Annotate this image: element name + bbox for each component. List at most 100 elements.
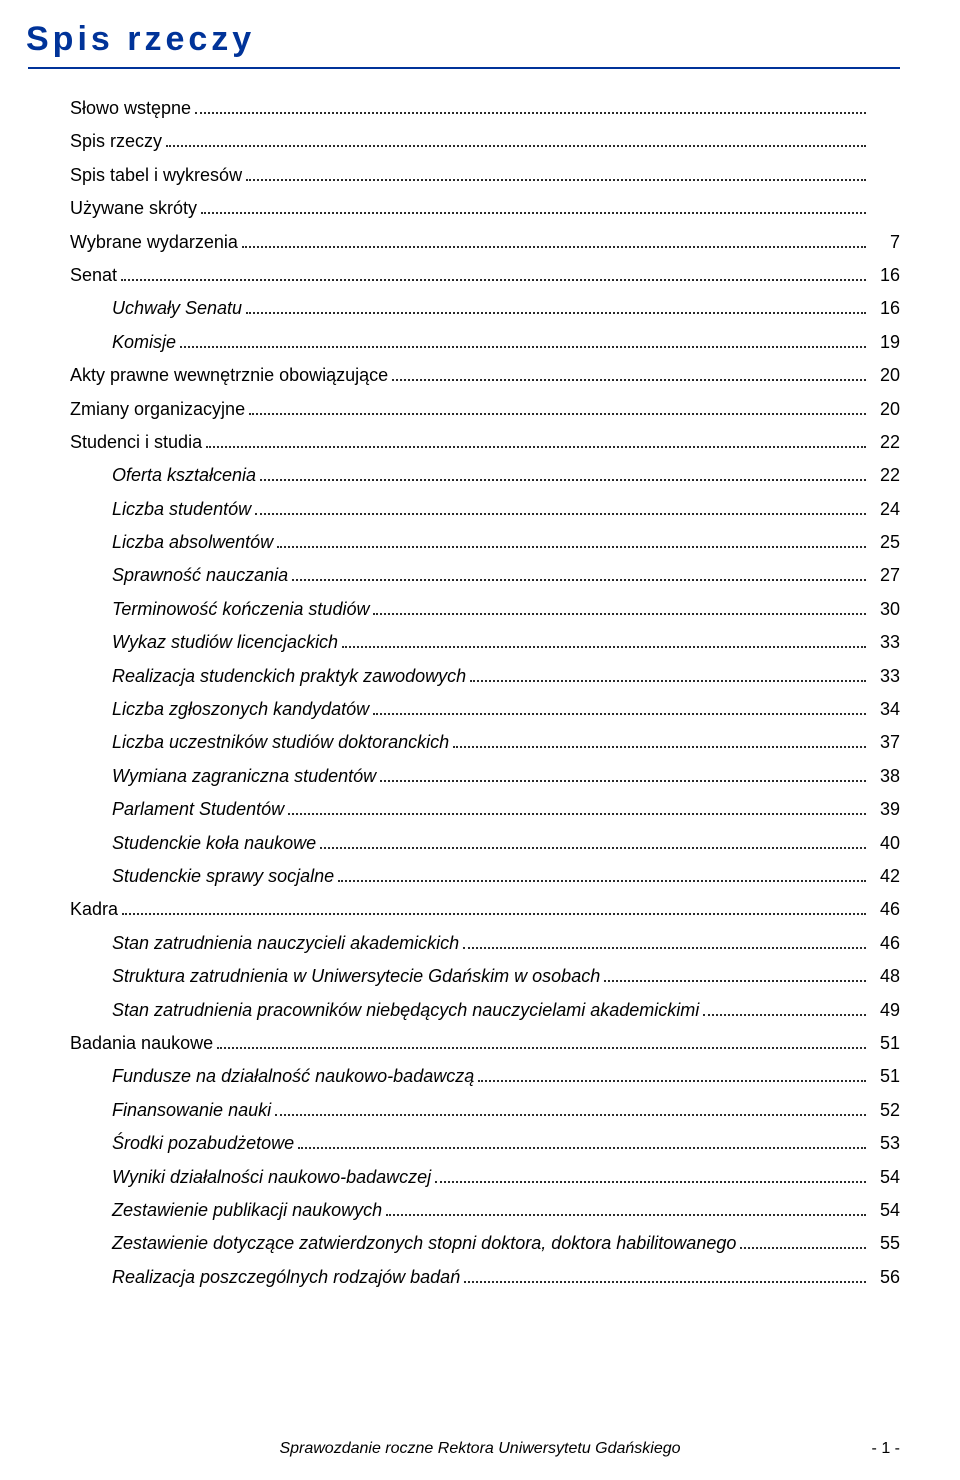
- toc-leader-dots: [246, 165, 866, 181]
- toc-page: 19: [870, 331, 900, 354]
- toc-page: 48: [870, 965, 900, 988]
- toc-page: 39: [870, 798, 900, 821]
- toc-leader-dots: [260, 465, 866, 481]
- toc-leader-dots: [277, 532, 866, 548]
- toc-leader-dots: [249, 398, 866, 414]
- toc-label: Wymiana zagraniczna studentów: [112, 765, 376, 788]
- toc-page: 49: [870, 999, 900, 1022]
- toc-label: Komisje: [112, 331, 176, 354]
- toc-label: Słowo wstępne: [70, 97, 191, 120]
- toc-row: Realizacja studenckich praktyk zawodowyc…: [70, 665, 900, 688]
- toc-leader-dots: [201, 198, 866, 214]
- toc-leader-dots: [217, 1033, 866, 1049]
- toc-row: Zestawienie publikacji naukowych54: [70, 1199, 900, 1222]
- toc-row: Liczba absolwentów 25: [70, 531, 900, 554]
- toc-page: 7: [870, 231, 900, 254]
- toc-label: Realizacja poszczególnych rodzajów badań: [112, 1266, 460, 1289]
- toc-label: Uchwały Senatu: [112, 297, 242, 320]
- toc-page: 40: [870, 832, 900, 855]
- footer-page-number: - 1 -: [872, 1440, 900, 1458]
- toc-row: Oferta kształcenia22: [70, 464, 900, 487]
- toc-label: Wyniki działalności naukowo-badawczej: [112, 1166, 431, 1189]
- toc-page: 20: [870, 364, 900, 387]
- toc-label: Struktura zatrudnienia w Uniwersytecie G…: [112, 965, 600, 988]
- toc-label: Finansowanie nauki: [112, 1099, 271, 1122]
- toc-row: Zmiany organizacyjne20: [70, 398, 900, 421]
- footer: Sprawozdanie roczne Rektora Uniwersytetu…: [0, 1440, 960, 1458]
- toc-row: Stan zatrudnienia nauczycieli akademicki…: [70, 932, 900, 955]
- toc-row: Spis tabel i wykresów: [70, 164, 900, 187]
- toc-leader-dots: [166, 131, 866, 147]
- toc-leader-dots: [464, 1266, 866, 1282]
- toc-row: Spis rzeczy: [70, 130, 900, 153]
- toc-leader-dots: [435, 1166, 866, 1182]
- toc-label: Środki pozabudżetowe: [112, 1132, 294, 1155]
- toc-leader-dots: [373, 699, 866, 715]
- toc-label: Liczba studentów: [112, 498, 251, 521]
- toc-leader-dots: [242, 231, 866, 247]
- toc-page: 46: [870, 932, 900, 955]
- toc-leader-dots: [292, 565, 866, 581]
- toc-row: Fundusze na działalność naukowo-badawczą…: [70, 1065, 900, 1088]
- toc-label: Liczba uczestników studiów doktoranckich: [112, 731, 449, 754]
- toc-row: Słowo wstępne: [70, 97, 900, 120]
- toc-leader-dots: [288, 799, 866, 815]
- toc-label: Oferta kształcenia: [112, 464, 256, 487]
- toc-row: Liczba studentów 24: [70, 498, 900, 521]
- toc-leader-dots: [703, 999, 866, 1015]
- toc-page: 53: [870, 1132, 900, 1155]
- toc-row: Parlament Studentów 39: [70, 798, 900, 821]
- toc-page: 34: [870, 698, 900, 721]
- toc-page: 51: [870, 1032, 900, 1055]
- toc-leader-dots: [255, 499, 866, 515]
- toc-leader-dots: [298, 1133, 866, 1149]
- toc-label: Używane skróty: [70, 197, 197, 220]
- toc-row: Zestawienie dotyczące zatwierdzonych sto…: [70, 1232, 900, 1255]
- toc-row: Stan zatrudnienia pracowników niebędącyc…: [70, 999, 900, 1022]
- toc-row: Realizacja poszczególnych rodzajów badań…: [70, 1266, 900, 1289]
- toc-page: 30: [870, 598, 900, 621]
- toc-page: 54: [870, 1199, 900, 1222]
- toc-label: Terminowość kończenia studiów: [112, 598, 369, 621]
- toc-row: Używane skróty: [70, 197, 900, 220]
- toc-label: Fundusze na działalność naukowo-badawczą: [112, 1065, 474, 1088]
- toc-page: 33: [870, 665, 900, 688]
- toc-leader-dots: [246, 298, 866, 314]
- toc-row: Badania naukowe51: [70, 1032, 900, 1055]
- toc-row: Komisje 19: [70, 331, 900, 354]
- toc-label: Sprawność nauczania: [112, 564, 288, 587]
- toc-page: 20: [870, 398, 900, 421]
- toc-label: Studenckie sprawy socjalne: [112, 865, 334, 888]
- toc-leader-dots: [373, 599, 866, 615]
- toc-leader-dots: [740, 1233, 866, 1249]
- toc-row: Studenckie koła naukowe40: [70, 832, 900, 855]
- toc-row: Kadra 46: [70, 898, 900, 921]
- toc-leader-dots: [470, 665, 866, 681]
- toc-row: Wykaz studiów licencjackich33: [70, 631, 900, 654]
- toc-page: 25: [870, 531, 900, 554]
- toc-label: Parlament Studentów: [112, 798, 284, 821]
- toc-leader-dots: [206, 432, 866, 448]
- toc-leader-dots: [275, 1100, 866, 1116]
- toc-row: Akty prawne wewnętrznie obowiązujące20: [70, 364, 900, 387]
- toc-row: Finansowanie nauki 52: [70, 1099, 900, 1122]
- toc-page: 33: [870, 631, 900, 654]
- toc-label: Liczba absolwentów: [112, 531, 273, 554]
- toc-leader-dots: [392, 365, 866, 381]
- toc-page: 54: [870, 1166, 900, 1189]
- toc-row: Studenckie sprawy socjalne42: [70, 865, 900, 888]
- toc-leader-dots: [195, 98, 866, 114]
- toc-page: 46: [870, 898, 900, 921]
- toc-page: 16: [870, 297, 900, 320]
- toc-label: Wybrane wydarzenia: [70, 231, 238, 254]
- toc-page: 24: [870, 498, 900, 521]
- toc-page: 22: [870, 431, 900, 454]
- title-rule: [28, 67, 900, 69]
- toc-row: Liczba zgłoszonych kandydatów 34: [70, 698, 900, 721]
- toc-page: 27: [870, 564, 900, 587]
- toc-page: 52: [870, 1099, 900, 1122]
- toc-label: Kadra: [70, 898, 118, 921]
- toc-label: Senat: [70, 264, 117, 287]
- toc-label: Studenci i studia: [70, 431, 202, 454]
- toc-label: Liczba zgłoszonych kandydatów: [112, 698, 369, 721]
